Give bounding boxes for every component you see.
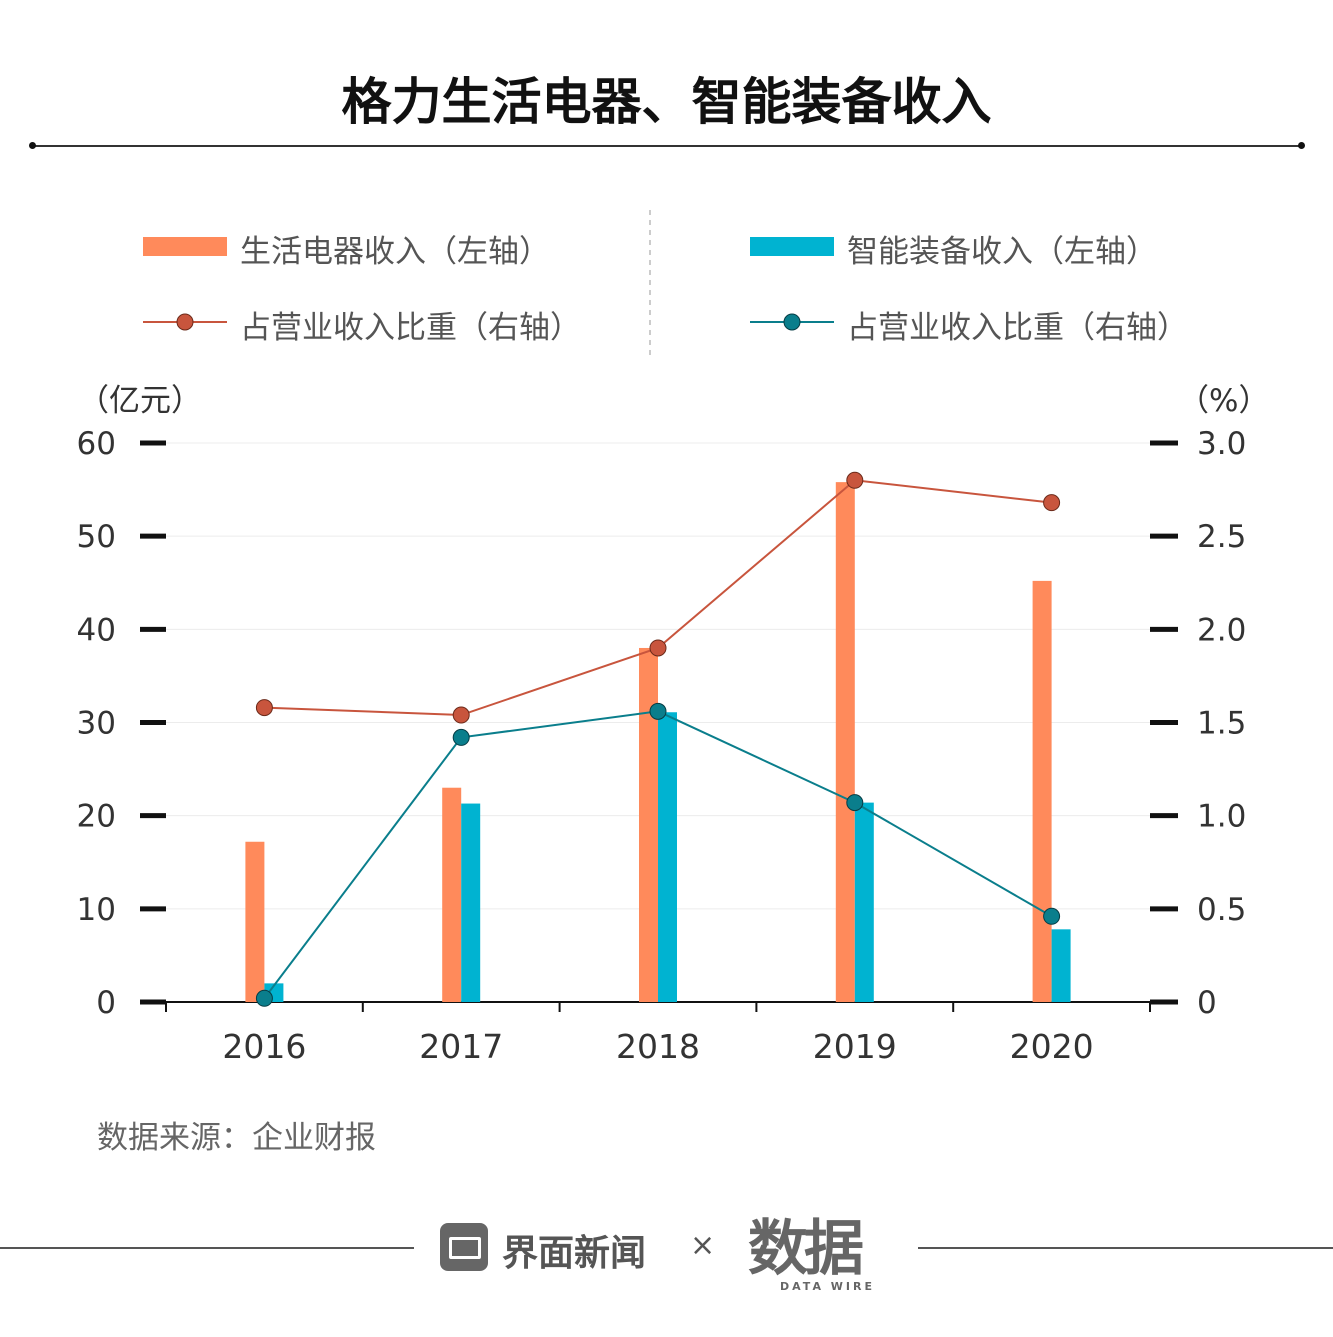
legend-marker-life [176, 313, 194, 331]
legend [143, 210, 834, 355]
bar-smart-2018 [658, 712, 677, 1002]
right-axis-tick-label: 3.0 [1197, 426, 1246, 462]
bar-life-2018 [639, 647, 658, 1002]
right-axis-unit: （%） [1178, 383, 1270, 419]
left-axis-tick-label: 60 [77, 426, 116, 462]
datawire-logo: 数据 [748, 1214, 864, 1284]
bar-smart-2017 [461, 803, 481, 1002]
right-axis-tick-label: 1.5 [1197, 706, 1246, 742]
point-life-share-2019 [846, 471, 864, 489]
footer-line-right [918, 1247, 1333, 1249]
left-axis-tick-label: 30 [77, 706, 116, 742]
point-life-share-2020 [1043, 494, 1061, 512]
point-smart-share-2018 [649, 702, 667, 720]
legend-swatch-life-bar [143, 237, 227, 256]
right-axis-tick-label: 1.0 [1197, 799, 1246, 835]
right-axis-tick-label: 2.0 [1197, 612, 1246, 648]
left-axis-tick-label: 40 [77, 612, 116, 648]
legend-label-life-income: 生活电器收入（左轴） [240, 234, 550, 270]
bar-smart-2020 [1051, 929, 1071, 1002]
data-source: 数据来源：企业财报 [97, 1120, 376, 1156]
left-axis-tick-label: 20 [77, 799, 116, 835]
legend-label-smart-share: 占营业收入比重（右轴） [847, 310, 1188, 346]
x-axis-tick-label: 2016 [222, 1027, 306, 1066]
divider-dot-right [1298, 142, 1305, 149]
point-smart-share-2016 [255, 989, 273, 1007]
left-axis-unit: （亿元） [78, 383, 202, 419]
point-life-share-2017 [452, 706, 470, 724]
legend-label-smart-income: 智能装备收入（左轴） [847, 234, 1157, 270]
bar-life-2020 [1032, 580, 1052, 1002]
point-life-share-2018 [649, 639, 667, 657]
x-axis-tick-label: 2018 [616, 1027, 700, 1066]
bar-life-2016 [245, 841, 265, 1002]
legend-label-life-share: 占营业收入比重（右轴） [240, 310, 581, 346]
x-axis-tick-label: 2019 [813, 1027, 897, 1066]
bar-life-2019 [835, 482, 855, 1002]
legend-swatch-smart-bar [750, 237, 834, 256]
bar-smart-2019 [854, 802, 874, 1002]
right-axis-tick-label: 0 [1197, 985, 1217, 1021]
jiemian-logo-icon [440, 1223, 488, 1271]
legend-marker-smart [783, 313, 801, 331]
footer-times: × [690, 1228, 716, 1263]
x-axis-tick-label: 2017 [419, 1027, 503, 1066]
footer-brand: 界面新闻 [502, 1233, 647, 1274]
datawire-logo-sub: DATA WIRE [780, 1280, 875, 1293]
left-axis-tick-label: 0 [96, 985, 116, 1021]
title-divider [32, 145, 1302, 147]
chart-title: 格力生活电器、智能装备收入 [341, 73, 992, 131]
point-smart-share-2019 [846, 794, 864, 812]
point-smart-share-2017 [452, 728, 470, 746]
chart-plot: 0 10 20 30 40 50 60 0 0.5 1.0 1.5 2.0 2.5 3.0 2016 2017… [77, 426, 1247, 1066]
bar-life-2017 [442, 787, 462, 1002]
left-axis-tick-label: 10 [77, 892, 116, 928]
left-axis-tick-label: 50 [77, 519, 116, 555]
right-axis-tick-label: 2.5 [1197, 519, 1246, 555]
point-smart-share-2020 [1043, 907, 1061, 925]
right-axis-tick-label: 0.5 [1197, 892, 1246, 928]
footer-line-left [0, 1247, 414, 1249]
x-axis-tick-label: 2020 [1010, 1027, 1094, 1066]
point-life-share-2016 [255, 699, 273, 717]
divider-dot-left [29, 142, 36, 149]
